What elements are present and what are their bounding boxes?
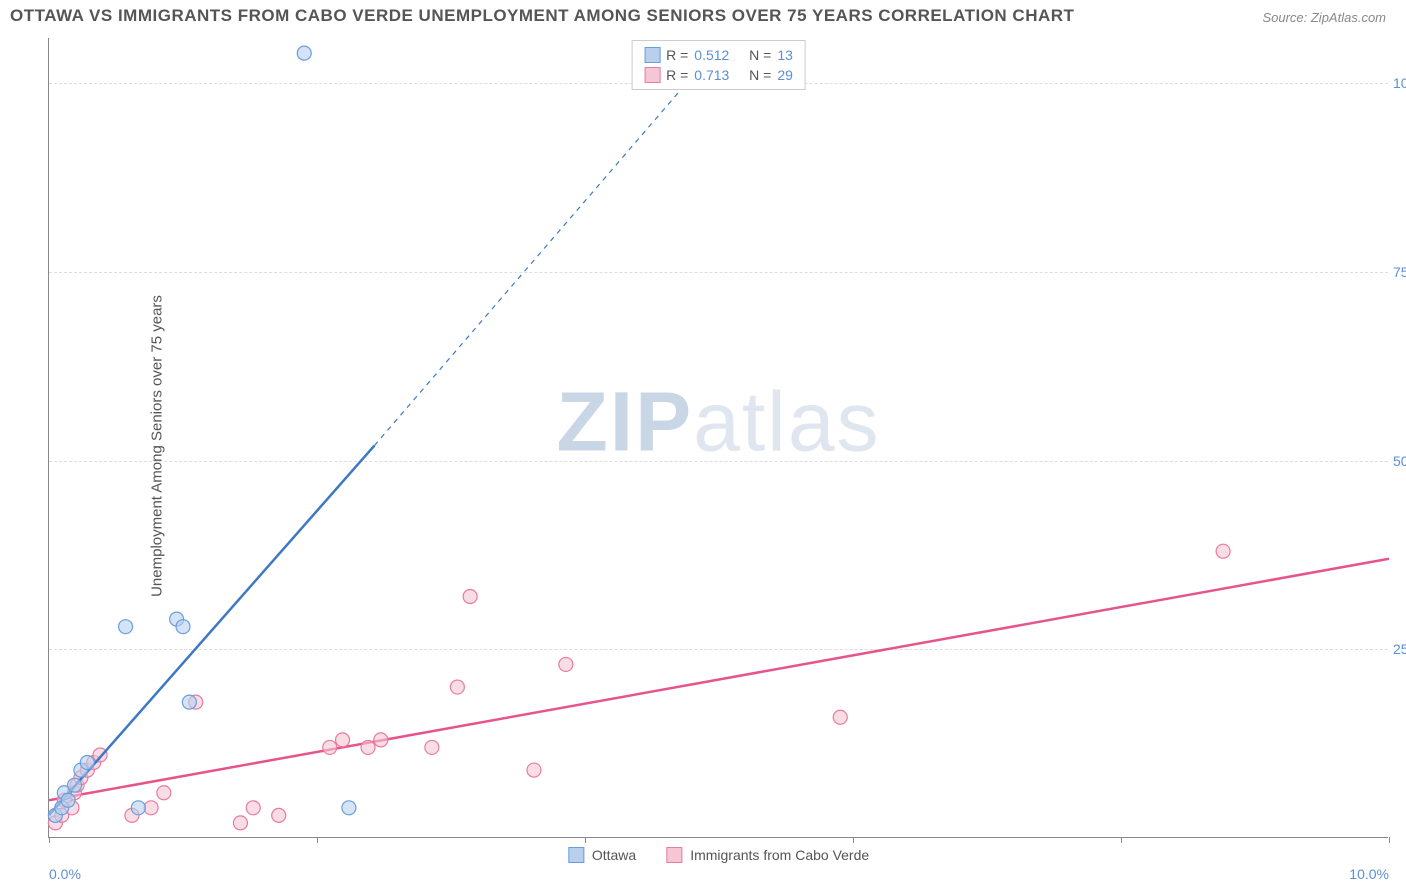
point-ottawa [176,620,190,634]
legend-N-label: N = [749,47,771,63]
legend-item-cabo: Immigrants from Cabo Verde [666,847,869,863]
scatter-plot-svg [49,38,1388,837]
x-tick [49,837,50,843]
point-cabo [559,657,573,671]
legend-R-label: R = [666,67,688,83]
trend-line-cabo [49,559,1389,801]
y-tick-label: 75.0% [1393,264,1406,280]
x-tick-label: 10.0% [1349,866,1389,882]
point-ottawa [131,801,145,815]
legend-series: Ottawa Immigrants from Cabo Verde [568,847,869,863]
trend-ext-ottawa [374,38,725,446]
point-cabo [336,733,350,747]
legend-ottawa-N: 13 [777,47,793,63]
point-cabo [233,816,247,830]
plot-area: ZIPatlas 25.0%50.0%75.0%100.0% 0.0%10.0%… [48,38,1388,838]
x-tick [853,837,854,843]
point-cabo [361,740,375,754]
point-ottawa [119,620,133,634]
point-ottawa [297,46,311,60]
point-ottawa [182,695,196,709]
x-tick [1121,837,1122,843]
trend-line-ottawa [49,446,374,816]
legend-label-ottawa: Ottawa [592,847,636,863]
point-cabo [1216,544,1230,558]
swatch-ottawa [568,847,584,863]
legend-cabo-N: 29 [777,67,793,83]
legend-stats-row-cabo: R = 0.713 N = 29 [644,65,793,85]
point-cabo [144,801,158,815]
point-ottawa [68,778,82,792]
legend-label-cabo: Immigrants from Cabo Verde [690,847,869,863]
source-text: Source: ZipAtlas.com [1262,10,1386,25]
point-ottawa [342,801,356,815]
y-tick-label: 50.0% [1393,453,1406,469]
chart-title: OTTAWA VS IMMIGRANTS FROM CABO VERDE UNE… [10,6,1074,26]
swatch-cabo [666,847,682,863]
legend-ottawa-R: 0.512 [694,47,729,63]
x-tick [1389,837,1390,843]
swatch-ottawa [644,47,660,63]
legend-cabo-R: 0.713 [694,67,729,83]
point-ottawa [80,756,94,770]
point-cabo [157,786,171,800]
y-tick-label: 100.0% [1393,75,1406,91]
legend-stats-row-ottawa: R = 0.512 N = 13 [644,45,793,65]
x-tick [317,837,318,843]
chart-container: OTTAWA VS IMMIGRANTS FROM CABO VERDE UNE… [0,0,1406,892]
x-tick [585,837,586,843]
legend-N-label: N = [749,67,771,83]
y-tick-label: 25.0% [1393,641,1406,657]
legend-R-label: R = [666,47,688,63]
point-cabo [272,808,286,822]
point-cabo [463,589,477,603]
point-cabo [527,763,541,777]
point-ottawa [61,793,75,807]
point-cabo [833,710,847,724]
point-cabo [425,740,439,754]
point-cabo [246,801,260,815]
point-cabo [323,740,337,754]
swatch-cabo [644,67,660,83]
legend-item-ottawa: Ottawa [568,847,636,863]
legend-stats: R = 0.512 N = 13 R = 0.713 N = 29 [631,40,806,90]
x-tick-label: 0.0% [49,866,81,882]
point-cabo [450,680,464,694]
point-cabo [374,733,388,747]
